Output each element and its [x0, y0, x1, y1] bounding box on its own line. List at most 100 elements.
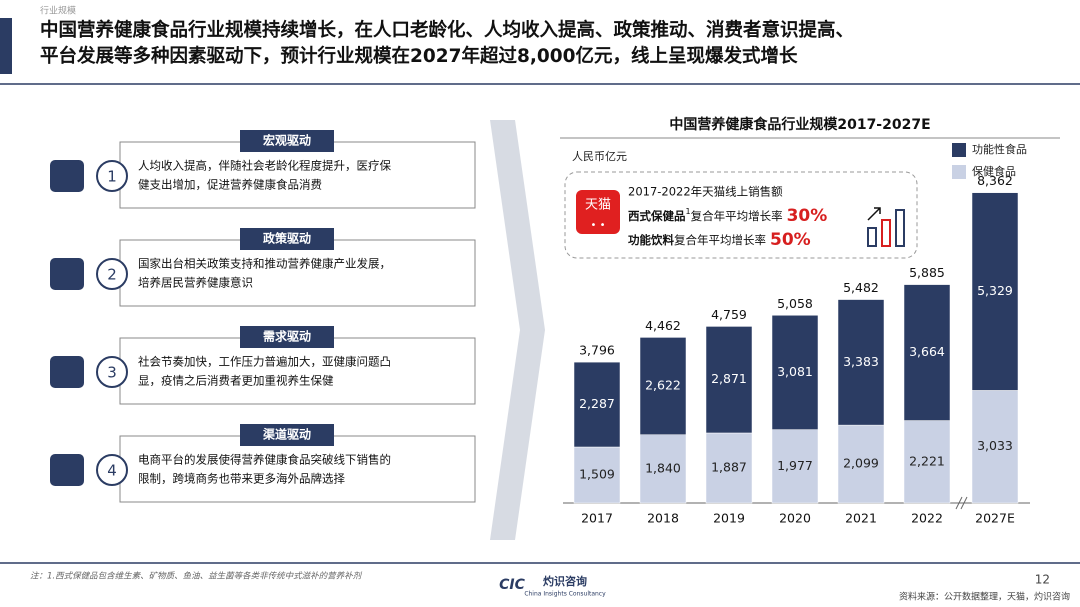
bar-segment: [639, 434, 687, 504]
total-label: 5,885: [909, 265, 945, 280]
badge: [576, 190, 620, 234]
bar-segment: [971, 192, 1019, 391]
number-circle: [96, 454, 128, 486]
segment-label: 2,221: [909, 453, 945, 468]
segment-label: 1,509: [579, 466, 615, 481]
x-tick-label: 2021: [845, 511, 877, 526]
segment-label: 1,977: [777, 458, 813, 473]
segment-label: 2,871: [711, 371, 747, 386]
panel-box: [119, 141, 476, 209]
segment-label: 3,664: [909, 344, 945, 359]
bar-segment: [771, 429, 819, 504]
x-tick-label: 2020: [779, 511, 811, 526]
x-tick-label: 2019: [713, 511, 745, 526]
chart: 中国营养健康食品行业规模2017-2027E 人民币亿元 天猫 • • 2017…: [560, 116, 1060, 526]
panel-tab: [240, 326, 334, 348]
page-number: 12: [1035, 573, 1050, 587]
panel-title: 宏观驱动: [263, 133, 311, 148]
total-label: 8,362: [977, 173, 1013, 188]
panel-tab: [240, 130, 334, 152]
title-line: 中国营养健康食品行业规模持续增长，在人口老龄化、人均收入提高、政策推动、消费者意…: [40, 19, 854, 41]
growth-icon: [867, 207, 905, 247]
segment-label: 2,622: [645, 378, 681, 393]
unit-label: 人民币亿元: [572, 150, 627, 163]
source: 资料来源：公开数据整理，天猫，灼识咨询: [899, 591, 1070, 603]
number-circle: [96, 160, 128, 192]
segment-label: 1,840: [645, 460, 681, 475]
number-circle: [96, 356, 128, 388]
badge-face: • •: [591, 220, 606, 231]
total-label: 4,462: [645, 318, 681, 333]
bar-segment: [837, 424, 885, 504]
panel-number: 1: [107, 168, 117, 186]
logo-name: 灼识咨询: [543, 574, 587, 588]
panel-box: [119, 239, 476, 307]
panel-text: 健支出增加，促进营养健康食品消费: [138, 178, 322, 192]
panel-text: 限制，跨境商务也带来更多海外品牌选择: [138, 472, 345, 486]
panel-title: 需求驱动: [263, 329, 311, 344]
panel-box: [119, 337, 476, 405]
segment-label: 2,099: [843, 456, 879, 471]
row-value: 50%: [770, 230, 811, 250]
segment-label: 3,033: [977, 438, 1013, 453]
bar-segment: [837, 299, 885, 426]
badge-text: 天猫: [585, 198, 611, 213]
total-label: 4,759: [711, 307, 747, 322]
segment-label: 1,887: [711, 459, 747, 474]
segment-label: 2,287: [579, 396, 615, 411]
callout-row: 功能饮料复合年平均增长率 50%: [628, 230, 811, 250]
bar-segment: [573, 361, 621, 448]
bar-segment: [639, 337, 687, 435]
panel-icon: [50, 160, 84, 192]
panel-tab: [240, 424, 334, 446]
bar-segment: [971, 390, 1019, 504]
panel-text: 电商平台的发展使得营养健康食品突破线下销售的: [138, 453, 391, 467]
callout-row: 西式保健品1复合年平均增长率 30%: [628, 206, 827, 226]
bar-segment: [903, 284, 951, 421]
segment-label: 3,081: [777, 364, 813, 379]
logo-en: China Insights Consultancy: [524, 591, 606, 598]
panel-tab: [240, 228, 334, 250]
row-name: 功能饮料: [628, 233, 674, 247]
axis-break: [955, 496, 968, 510]
bar-segment: [705, 326, 753, 434]
bar-segment: [771, 315, 819, 430]
x-tick-label: 2017: [581, 511, 613, 526]
legend-swatch: [952, 165, 966, 179]
chart-title: 中国营养健康食品行业规模2017-2027E: [669, 116, 930, 133]
panel-number: 4: [107, 462, 117, 480]
legend-swatch: [952, 143, 966, 157]
panel-text: 社会节奏加快，工作压力普遍加大，亚健康问题凸: [138, 355, 391, 369]
total-label: 5,482: [843, 280, 879, 295]
number-circle: [96, 258, 128, 290]
legend-label: 保健食品: [972, 164, 1016, 178]
panel-icon: [50, 454, 84, 486]
panel-title: 政策驱动: [263, 231, 311, 246]
panel-text: 人均收入提高，伴随社会老龄化程度提升，医疗保: [138, 159, 391, 173]
panel-text: 培养居民营养健康意识: [138, 276, 253, 290]
segment-label: 3,383: [843, 354, 879, 369]
x-tick-label: 2027E: [975, 511, 1015, 526]
panel-text: 显，疫情之后消费者更加重视养生保健: [138, 374, 334, 388]
panel-number: 2: [107, 266, 117, 284]
panel-icon: [50, 258, 84, 290]
title-line: 平台发展等多种因素驱动下，预计行业规模在2027年超过8,000亿元，线上呈现爆…: [40, 45, 798, 67]
panel-text: 国家出台相关政策支持和推动营养健康产业发展，: [138, 257, 391, 271]
title-accent: [0, 18, 12, 74]
panel-number: 3: [107, 364, 117, 382]
bar-segment: [705, 432, 753, 504]
panel-title: 渠道驱动: [263, 427, 311, 442]
total-label: 5,058: [777, 296, 813, 311]
note-mark: 1: [686, 207, 691, 216]
section-label: 行业规模: [40, 5, 76, 17]
chevron: [490, 120, 545, 540]
panels: 宏观驱动 1 人均收入提高，伴随社会老龄化程度提升，医疗保健支出增加，促进营养健康食…: [50, 130, 476, 503]
footnote: 注：1.西式保健品包含维生素、矿物质、鱼油、益生菌等各类非传统中式滋补的营养补剂: [30, 571, 363, 582]
total-label: 3,796: [579, 343, 615, 358]
bar-segment: [903, 420, 951, 504]
row-name: 西式保健品: [628, 209, 686, 223]
segment-label: 5,329: [977, 283, 1013, 298]
logo-abbr: CIC: [499, 577, 525, 593]
callout-title: 2017-2022年天猫线上销售额: [628, 185, 783, 199]
